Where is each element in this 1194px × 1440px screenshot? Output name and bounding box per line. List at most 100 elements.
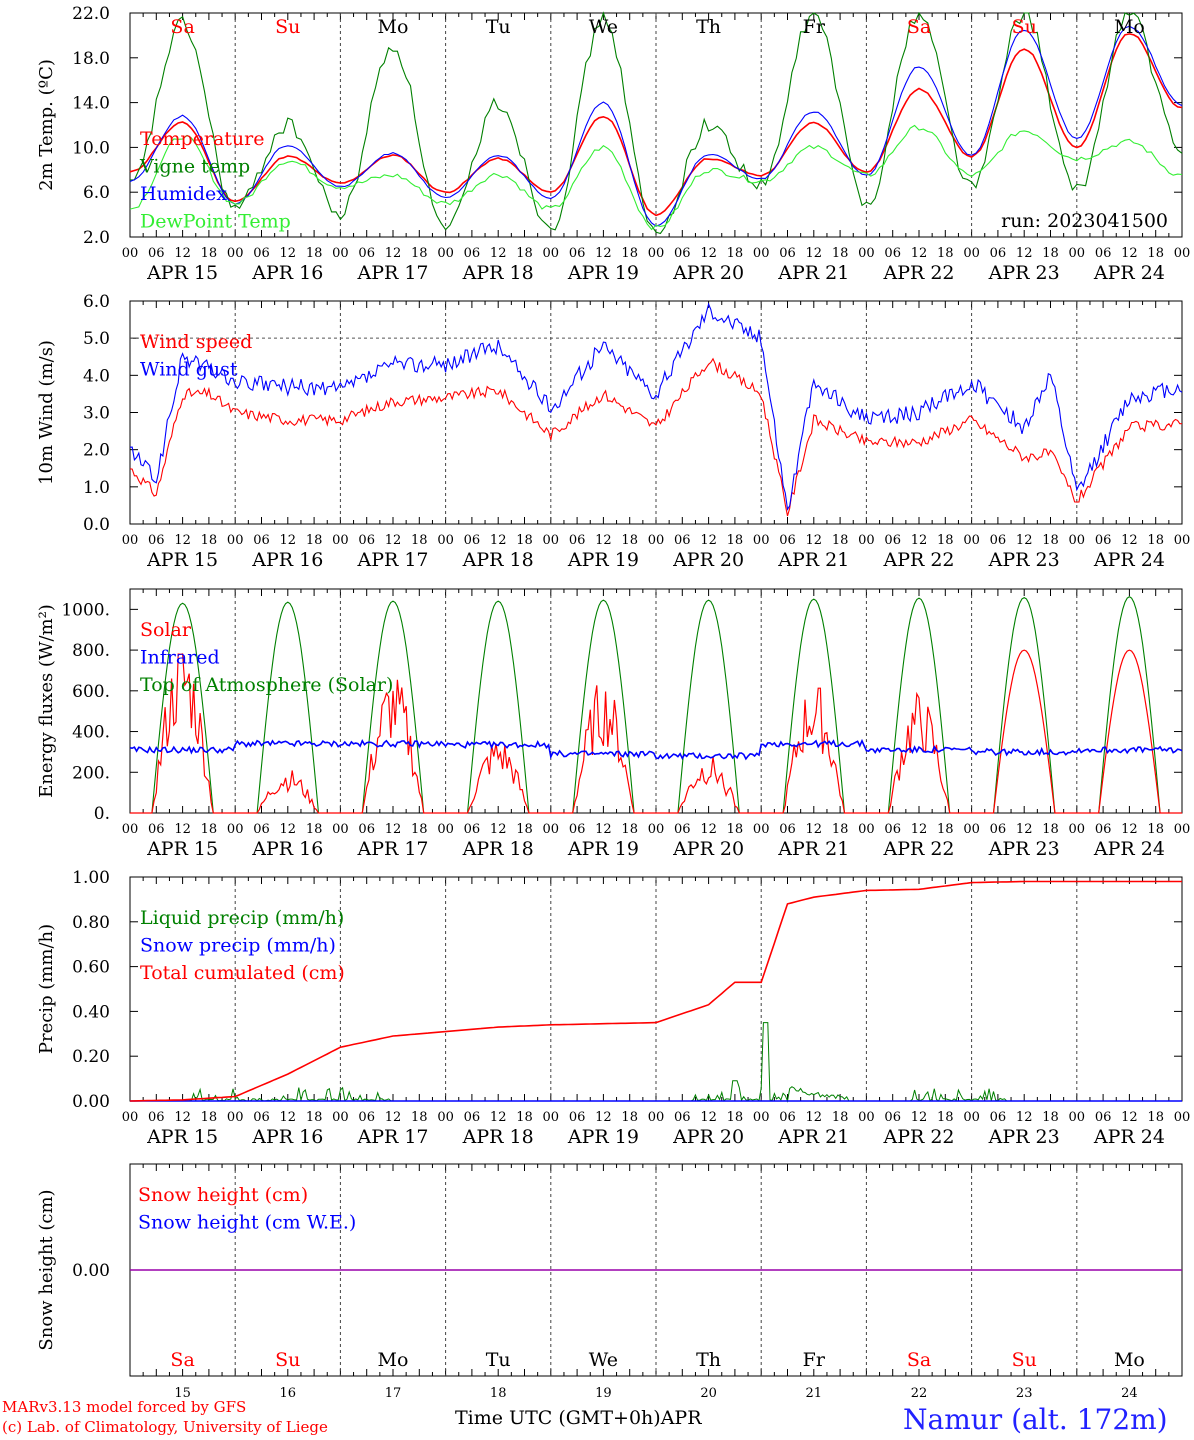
hour-tick-label: 12 bbox=[806, 533, 823, 548]
hour-tick-label: 00 bbox=[332, 822, 349, 837]
y-tick-label: 800. bbox=[72, 641, 110, 661]
y-tick-label: 6.0 bbox=[83, 292, 110, 312]
hour-tick-label: 18 bbox=[1042, 246, 1059, 261]
hour-tick-label: 06 bbox=[1095, 246, 1112, 261]
hour-tick-label: 18 bbox=[516, 1110, 533, 1125]
bottom-day-number: 24 bbox=[1121, 1386, 1138, 1401]
date-label: APR 15 bbox=[146, 1126, 218, 1148]
hour-tick-label: 12 bbox=[280, 533, 297, 548]
hour-tick-label: 06 bbox=[884, 246, 901, 261]
y-tick-label: 1.0 bbox=[83, 478, 110, 498]
hour-tick-label: 06 bbox=[253, 1110, 270, 1125]
series-line-infrared bbox=[129, 738, 1183, 761]
hour-tick-label: 00 bbox=[437, 822, 454, 837]
legend-entry: Vigne temp bbox=[139, 156, 250, 178]
hour-tick-label: 12 bbox=[700, 246, 717, 261]
date-label: APR 24 bbox=[1093, 838, 1165, 860]
hour-tick-label: 00 bbox=[543, 246, 560, 261]
date-label: APR 20 bbox=[672, 1126, 744, 1148]
date-label: APR 22 bbox=[882, 549, 954, 571]
hour-tick-label: 06 bbox=[990, 533, 1007, 548]
hour-tick-label: 12 bbox=[280, 1110, 297, 1125]
hour-tick-label: 06 bbox=[253, 533, 270, 548]
date-label: APR 20 bbox=[672, 262, 744, 284]
date-label: APR 20 bbox=[672, 838, 744, 860]
weekday-label: Su bbox=[275, 16, 300, 38]
hour-tick-label: 00 bbox=[227, 246, 244, 261]
hour-tick-label: 00 bbox=[122, 822, 139, 837]
bottom-weekday-label: Th bbox=[696, 1349, 721, 1371]
hour-tick-label: 06 bbox=[464, 822, 481, 837]
y-axis-label: Precip (mm/h) bbox=[36, 924, 57, 1054]
hour-tick-label: 12 bbox=[911, 246, 928, 261]
bottom-day-number: 23 bbox=[1016, 1386, 1033, 1401]
hour-tick-label: 18 bbox=[621, 246, 638, 261]
legend-entry: Top of Atmosphere (Solar) bbox=[140, 674, 393, 696]
series-line-total-cumulated bbox=[129, 880, 1182, 1102]
date-label: APR 19 bbox=[567, 1126, 639, 1148]
date-label: APR 15 bbox=[146, 262, 218, 284]
y-tick-label: 200. bbox=[72, 763, 110, 783]
hour-tick-label: 18 bbox=[411, 1110, 428, 1125]
hour-tick-label: 00 bbox=[122, 533, 139, 548]
weekday-label: We bbox=[589, 16, 618, 38]
date-label: APR 24 bbox=[1093, 262, 1165, 284]
hour-tick-label: 12 bbox=[490, 822, 507, 837]
series-line-wind-speed bbox=[129, 357, 1182, 517]
hour-tick-label: 12 bbox=[1016, 822, 1033, 837]
series-line-wind-gust bbox=[129, 302, 1183, 511]
hour-tick-label: 12 bbox=[490, 246, 507, 261]
hour-tick-label: 12 bbox=[1016, 533, 1033, 548]
hour-tick-label: 06 bbox=[779, 1110, 796, 1125]
hour-tick-label: 00 bbox=[648, 822, 665, 837]
y-tick-label: 400. bbox=[72, 723, 110, 743]
hour-tick-label: 06 bbox=[358, 246, 375, 261]
hour-tick-label: 00 bbox=[753, 1110, 770, 1125]
hour-tick-label: 00 bbox=[1174, 246, 1191, 261]
series-line-temperature bbox=[129, 33, 1183, 217]
hour-tick-label: 12 bbox=[1121, 533, 1138, 548]
hour-tick-label: 06 bbox=[674, 1110, 691, 1125]
date-label: APR 17 bbox=[356, 549, 428, 571]
hour-tick-label: 12 bbox=[1121, 822, 1138, 837]
date-label: APR 17 bbox=[356, 1126, 428, 1148]
y-axis-label: 10m Wind (m/s) bbox=[36, 340, 57, 485]
bottom-day-number: 22 bbox=[911, 1386, 928, 1401]
y-tick-label: 5.0 bbox=[83, 329, 110, 349]
date-label: APR 21 bbox=[777, 838, 849, 860]
hour-tick-label: 18 bbox=[306, 822, 323, 837]
date-label: APR 21 bbox=[777, 262, 849, 284]
hour-tick-label: 00 bbox=[227, 533, 244, 548]
hour-tick-label: 06 bbox=[569, 533, 586, 548]
date-label: APR 23 bbox=[988, 262, 1060, 284]
hour-tick-label: 18 bbox=[832, 1110, 849, 1125]
date-label: APR 15 bbox=[146, 549, 218, 571]
hour-tick-label: 00 bbox=[1069, 1110, 1086, 1125]
date-label: APR 20 bbox=[672, 549, 744, 571]
hour-tick-label: 12 bbox=[595, 822, 612, 837]
run-annotation: run: 2023041500 bbox=[1001, 210, 1168, 232]
credit-line-lab: (c) Lab. of Climatology, University of L… bbox=[2, 1418, 328, 1436]
hour-tick-label: 00 bbox=[858, 822, 875, 837]
bottom-weekday-label: Su bbox=[1012, 1349, 1037, 1371]
hour-tick-label: 00 bbox=[963, 1110, 980, 1125]
hour-tick-label: 18 bbox=[1042, 822, 1059, 837]
hour-tick-label: 00 bbox=[858, 246, 875, 261]
x-axis-title: Time UTC (GMT+0h) bbox=[455, 1407, 661, 1429]
hour-tick-label: 12 bbox=[911, 1110, 928, 1125]
y-tick-label: 0.00 bbox=[72, 1092, 110, 1112]
hour-tick-label: 12 bbox=[911, 822, 928, 837]
y-tick-label: 0.20 bbox=[72, 1047, 110, 1067]
hour-tick-label: 18 bbox=[937, 246, 954, 261]
hour-tick-label: 12 bbox=[595, 1110, 612, 1125]
hour-tick-label: 00 bbox=[648, 246, 665, 261]
y-tick-label: 1000. bbox=[61, 600, 110, 620]
date-label: APR 17 bbox=[356, 262, 428, 284]
hour-tick-label: 12 bbox=[490, 533, 507, 548]
hour-tick-label: 12 bbox=[490, 1110, 507, 1125]
hour-tick-label: 06 bbox=[358, 533, 375, 548]
hour-tick-label: 00 bbox=[1174, 1110, 1191, 1125]
hour-tick-label: 06 bbox=[674, 533, 691, 548]
bottom-weekday-label: Fr bbox=[803, 1349, 826, 1371]
hour-tick-label: 06 bbox=[464, 533, 481, 548]
